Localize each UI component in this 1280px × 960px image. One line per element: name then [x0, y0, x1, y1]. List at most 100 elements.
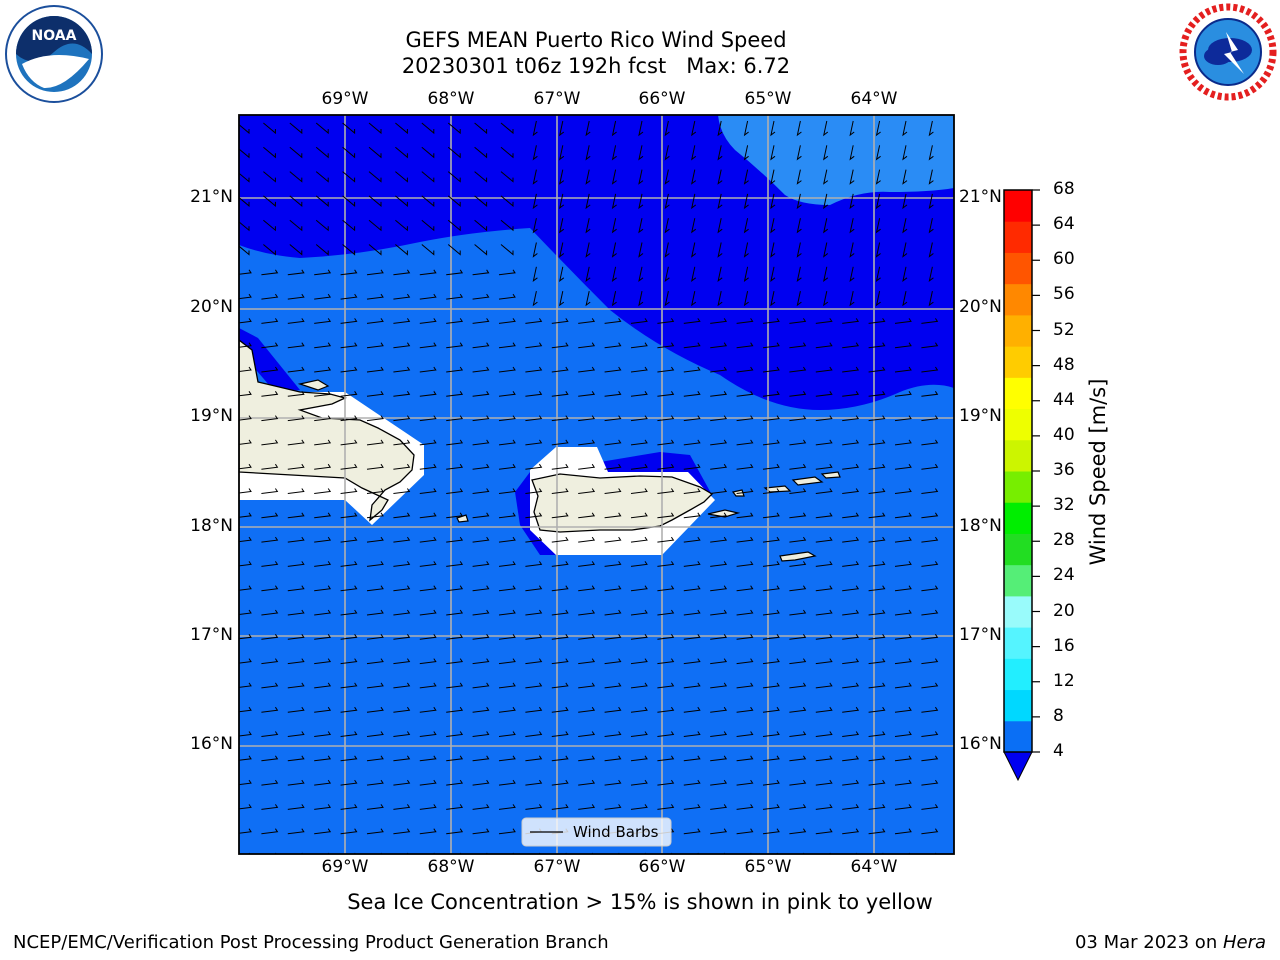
wind-barb	[261, 536, 279, 543]
wind-barb	[472, 463, 490, 470]
wind-barb	[472, 609, 490, 616]
wind-barb	[815, 755, 833, 762]
wind-barb	[287, 561, 305, 567]
wind-barb	[446, 342, 464, 349]
wind-barb	[578, 439, 596, 446]
wind-barb	[921, 609, 939, 616]
wind-barb	[849, 218, 855, 234]
wind-barb	[657, 731, 675, 737]
wind-barb	[736, 415, 754, 422]
wind-barb	[762, 779, 780, 786]
wind-barb	[472, 342, 490, 349]
wind-barb	[551, 779, 569, 786]
wind-barb	[368, 171, 382, 183]
wind-barb	[395, 195, 408, 207]
lat-label-left: 17°N	[190, 625, 233, 645]
wind-barb	[393, 439, 411, 446]
wind-barb	[314, 318, 332, 324]
wind-barb	[868, 731, 886, 737]
wind-barb	[532, 169, 538, 185]
wind-barb	[868, 609, 886, 616]
wind-barb	[842, 609, 860, 616]
wind-barb	[315, 122, 329, 135]
wind-barb	[551, 439, 569, 446]
wind-barb	[446, 488, 464, 494]
wind-barb	[585, 266, 591, 283]
colorbar-label: Wind Speed [m/s]	[1086, 378, 1110, 566]
wind-barb	[498, 682, 516, 689]
chart-title-line1: GEFS MEAN Puerto Rico Wind Speed	[405, 28, 787, 52]
wind-barb	[630, 755, 648, 762]
wind-barb	[743, 145, 749, 161]
wind-barb	[314, 366, 332, 373]
wind-barb	[683, 658, 701, 665]
wind-barb	[500, 195, 514, 207]
wind-barb	[366, 804, 384, 810]
wind-barb	[578, 536, 596, 543]
noaa-logo: NOAA	[4, 4, 104, 104]
wind-barb	[551, 804, 569, 810]
wind-barb	[894, 439, 912, 446]
wind-barb	[815, 828, 833, 835]
wind-barb	[657, 779, 675, 786]
wind-barb	[551, 391, 569, 397]
wind-barb	[532, 145, 538, 161]
wind-barb	[239, 634, 252, 640]
wind-barb	[393, 512, 411, 519]
wind-barb	[446, 755, 464, 762]
wind-barb	[578, 391, 596, 397]
wind-barb	[393, 366, 411, 373]
wind-barb	[691, 169, 697, 185]
wind-barb	[710, 585, 728, 592]
wind-barb	[585, 145, 591, 161]
wind-barb	[393, 561, 411, 567]
wind-barb	[710, 755, 728, 762]
wind-barb	[630, 391, 648, 397]
wind-barb	[498, 342, 516, 349]
wind-barb	[815, 634, 833, 640]
wind-barb	[743, 193, 749, 210]
wind-barb	[849, 145, 855, 161]
wind-barb	[842, 706, 860, 713]
colorbar-band	[1004, 627, 1032, 659]
wind-barb	[921, 512, 939, 519]
wind-barb	[314, 561, 332, 567]
wind-barb	[921, 706, 939, 713]
wind-barb	[604, 682, 622, 689]
wind-barb	[551, 415, 569, 422]
wind-barb	[842, 415, 860, 422]
wind-barb	[683, 561, 701, 567]
wind-barb	[393, 731, 411, 737]
wind-barb	[366, 609, 384, 616]
wind-barb	[875, 266, 881, 283]
wind-barb	[472, 658, 490, 665]
wind-barb	[710, 731, 728, 737]
wind-barb	[421, 171, 435, 183]
wind-barb	[578, 804, 596, 810]
wind-barb	[366, 755, 384, 762]
wind-barb	[868, 488, 886, 494]
wind-barb	[366, 828, 384, 835]
wind-barb	[342, 122, 356, 135]
wind-barb	[604, 463, 622, 470]
wind-barb	[710, 536, 728, 543]
wind-barb	[315, 195, 329, 207]
wind-barb	[585, 169, 591, 185]
wind-barb	[717, 266, 723, 283]
wind-barb	[710, 609, 728, 616]
wind-barb	[611, 242, 617, 258]
wind-barb	[789, 391, 807, 397]
wind-barb	[894, 658, 912, 665]
wind-barb	[525, 391, 543, 397]
wind-barb	[446, 269, 464, 276]
footer-machine: Hera	[1222, 932, 1266, 953]
wind-barb	[928, 120, 934, 137]
wind-barb	[789, 755, 807, 762]
wind-barb	[261, 828, 279, 835]
colorbar-tick-label: 44	[1053, 389, 1075, 410]
wind-barb	[498, 828, 516, 835]
wind-barb	[630, 488, 648, 494]
wind-barb	[314, 609, 332, 616]
wind-barb	[894, 634, 912, 640]
wind-barb	[419, 779, 437, 786]
